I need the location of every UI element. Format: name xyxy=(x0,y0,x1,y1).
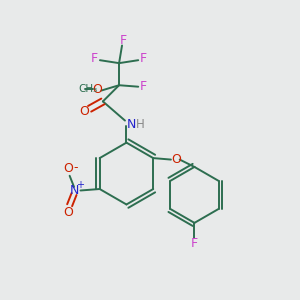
Text: O: O xyxy=(80,105,89,118)
Text: +: + xyxy=(76,180,85,190)
Text: CH₃: CH₃ xyxy=(79,84,98,94)
Text: O: O xyxy=(63,206,73,219)
Text: O: O xyxy=(92,83,102,96)
Text: N: N xyxy=(69,184,79,197)
Text: F: F xyxy=(140,80,147,93)
Text: O: O xyxy=(63,162,73,175)
Text: F: F xyxy=(120,34,127,47)
Text: O: O xyxy=(171,153,181,166)
Text: F: F xyxy=(140,52,147,65)
Text: -: - xyxy=(74,161,78,174)
Text: F: F xyxy=(191,237,198,250)
Text: N: N xyxy=(127,118,136,130)
Text: F: F xyxy=(91,52,98,65)
Text: H: H xyxy=(136,118,145,130)
